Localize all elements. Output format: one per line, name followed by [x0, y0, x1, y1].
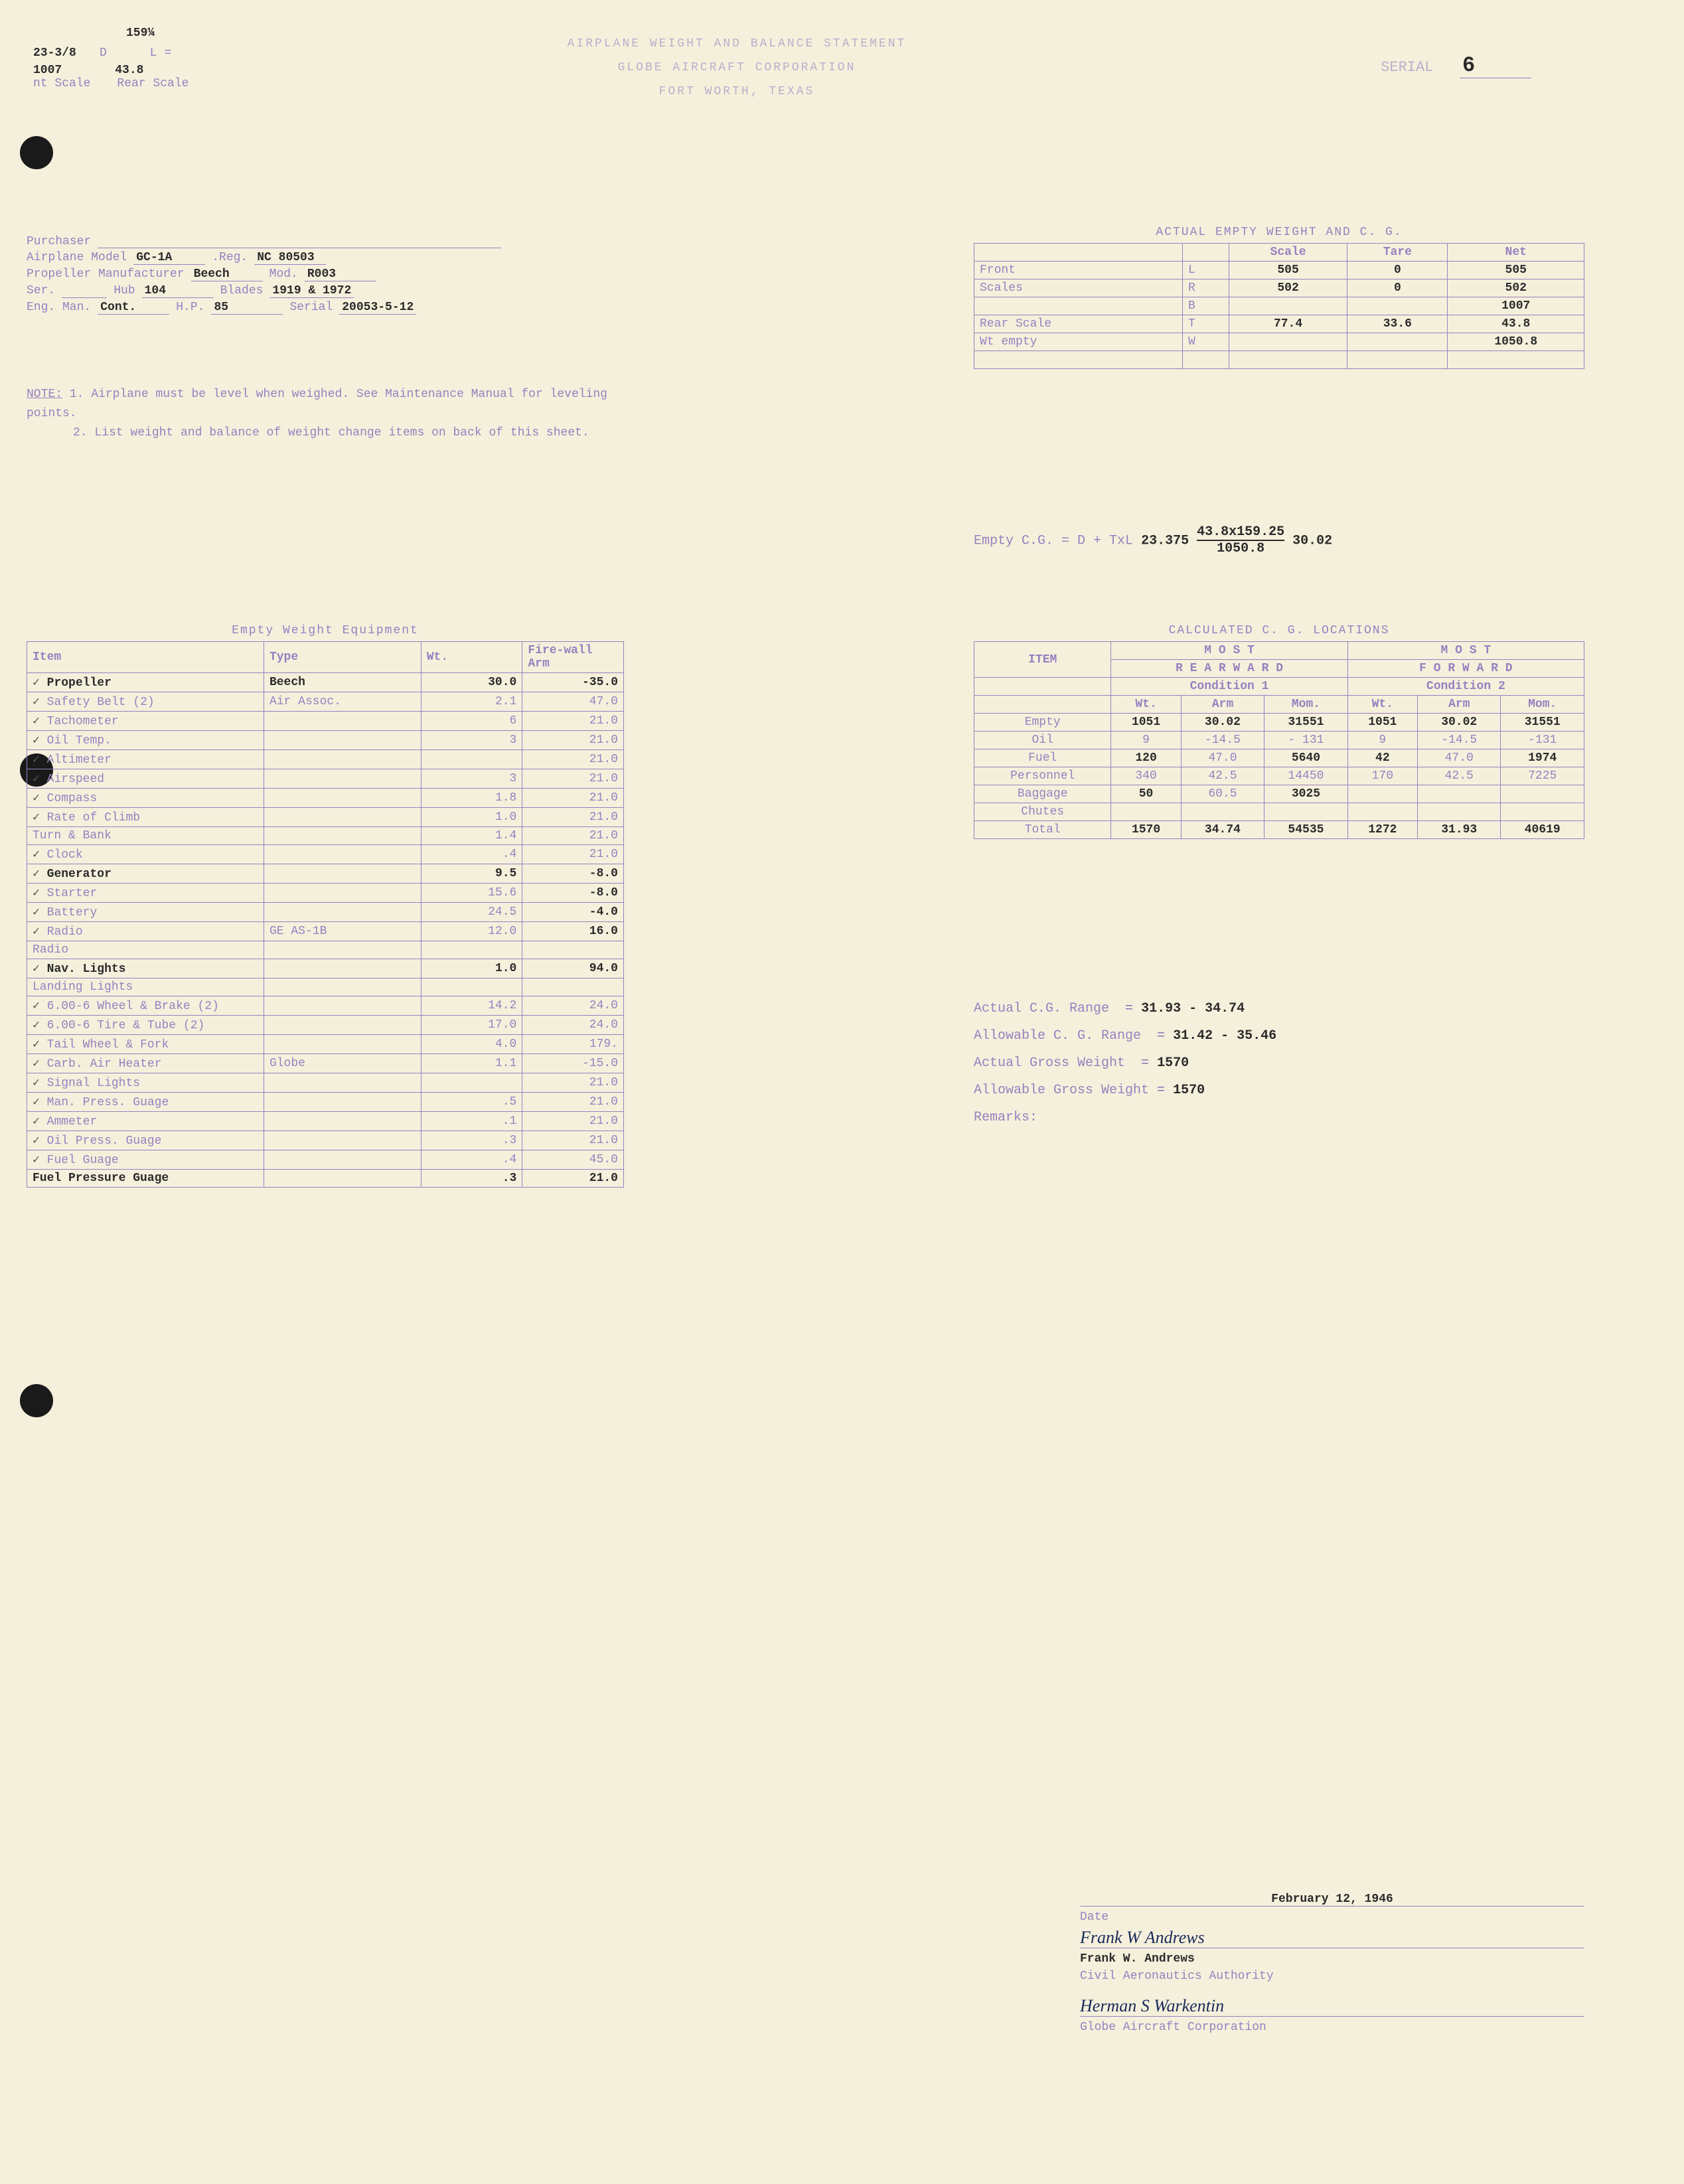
equip-row: ✓ 6.00-6 Wheel & Brake (2)14.224.0 — [27, 996, 624, 1016]
cg-row: Empty105130.0231551105130.0231551 — [974, 714, 1584, 732]
cg-row: Chutes — [974, 803, 1584, 821]
equip-row: ✓ Fuel Guage.445.0 — [27, 1150, 624, 1170]
city: FORT WORTH, TEXAS — [465, 85, 1009, 98]
dim-L: 159¼ — [126, 27, 352, 40]
header-area: 159¼ 23-3/8 D L = 1007 43.8 nt Scale Rea… — [33, 27, 1584, 239]
equip-row: ✓ Nav. Lights1.094.0 — [27, 959, 624, 978]
equip-row: Radio — [27, 941, 624, 959]
equip-row: ✓ 6.00-6 Tire & Tube (2)17.024.0 — [27, 1016, 624, 1035]
equip-row: ✓ RadioGE AS-1B12.016.0 — [27, 922, 624, 941]
cg-row: Fuel12047.056404247.01974 — [974, 749, 1584, 767]
equip-row: ✓ PropellerBeech30.0-35.0 — [27, 673, 624, 692]
company: GLOBE AIRCRAFT CORPORATION — [465, 61, 1009, 74]
equip-row: ✓ Clock.421.0 — [27, 845, 624, 864]
equip-row: ✓ Safety Belt (2)Air Assoc.2.147.0 — [27, 692, 624, 712]
equip-row: ✓ Man. Press. Guage.521.0 — [27, 1093, 624, 1112]
weight-table: ACTUAL EMPTY WEIGHT AND C. G. ScaleTareN… — [974, 226, 1584, 369]
top-left-dims: 159¼ 23-3/8 D L = 1007 43.8 nt Scale Rea… — [33, 27, 352, 90]
title-block: AIRPLANE WEIGHT AND BALANCE STATEMENT GL… — [465, 27, 1009, 109]
equip-row: Landing Lights — [27, 978, 624, 996]
equip-row: Fuel Pressure Guage.321.0 — [27, 1170, 624, 1188]
notes: NOTE: 1. Airplane must be level when wei… — [27, 385, 624, 442]
equip-row: ✓ Starter15.6-8.0 — [27, 884, 624, 903]
cg-calculation: Empty C.G. = D + TxL 23.375 43.8x159.25 … — [974, 524, 1584, 556]
equip-row: ✓ Tachometer621.0 — [27, 712, 624, 731]
signature-2: Herman S Warkentin — [1080, 1996, 1584, 2017]
equip-row: ✓ Altimeter21.0 — [27, 750, 624, 769]
equip-row: ✓ Rate of Climb1.021.0 — [27, 808, 624, 827]
equipment-table: Empty Weight Equipment ItemTypeWt.Fire-w… — [27, 624, 624, 1188]
aircraft-info: Purchaser Airplane ModelGC-1A.Reg.NC 805… — [27, 232, 637, 317]
equip-row: ✓ Oil Press. Guage.321.0 — [27, 1131, 624, 1150]
equip-row: ✓ Ammeter.121.0 — [27, 1112, 624, 1131]
equip-row: ✓ Carb. Air HeaterGlobe1.1-15.0 — [27, 1054, 624, 1073]
equip-row: ✓ Battery24.5-4.0 — [27, 903, 624, 922]
serial: SERIAL 6 — [1381, 53, 1531, 78]
cg-row: Total157034.7454535127231.9340619 — [974, 821, 1584, 839]
cg-row: Oil9-14.5- 1319-14.5-131 — [974, 732, 1584, 749]
front-scale-val: 1007 — [33, 64, 62, 77]
cg-row: Baggage5060.53025 — [974, 785, 1584, 803]
equip-row: Turn & Bank1.421.0 — [27, 827, 624, 845]
equip-row: ✓ Signal Lights21.0 — [27, 1073, 624, 1093]
signature-1: Frank W Andrews — [1080, 1928, 1584, 1948]
equip-row: ✓ Compass1.821.0 — [27, 789, 624, 808]
equip-row: ✓ Tail Wheel & Fork4.0179. — [27, 1035, 624, 1054]
rear-scale-val: 43.8 — [115, 64, 143, 77]
cg-results: Actual C.G. Range = 31.93 - 34.74 Allowa… — [974, 989, 1584, 1137]
equip-row: ✓ Oil Temp.321.0 — [27, 731, 624, 750]
equip-row: ✓ Airspeed321.0 — [27, 769, 624, 789]
signature-block: February 12, 1946 Date Frank W Andrews F… — [1080, 1889, 1584, 2038]
cg-locations-table: CALCULATED C. G. LOCATIONS ITEMM O S TM … — [974, 624, 1584, 839]
cg-row: Personnel34042.51445017042.57225 — [974, 767, 1584, 785]
date: February 12, 1946 — [1080, 1893, 1584, 1907]
doc-title: AIRPLANE WEIGHT AND BALANCE STATEMENT — [465, 37, 1009, 50]
equip-row: ✓ Generator9.5-8.0 — [27, 864, 624, 884]
